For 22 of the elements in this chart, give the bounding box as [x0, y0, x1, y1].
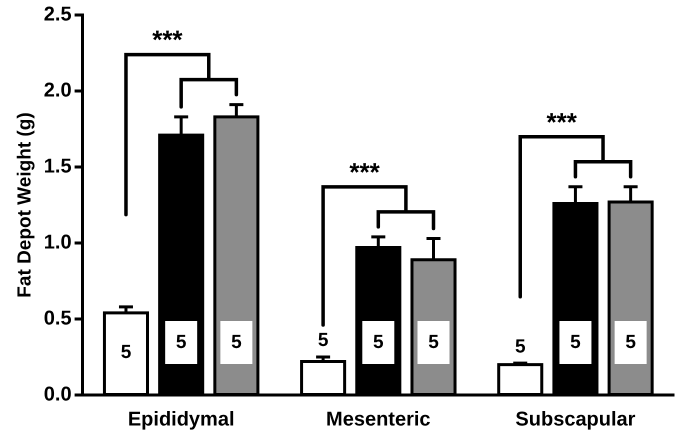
- annotation: ***: [546, 106, 578, 137]
- x-tick-label: Epididymal: [128, 408, 235, 431]
- annotation: 5: [514, 336, 526, 358]
- y-tick-label: 2.5: [44, 4, 72, 26]
- annotation: 5: [625, 332, 636, 354]
- y-axis-title: Fat Depot Weight (g): [14, 112, 36, 298]
- y-tick-label: 1.5: [44, 156, 72, 178]
- annotation: 5: [318, 330, 329, 352]
- annotation: 5: [373, 332, 384, 354]
- annotation: 5: [120, 342, 132, 364]
- annotation: ***: [349, 156, 381, 187]
- y-tick-label: 0.5: [44, 308, 72, 330]
- annotation: ***: [152, 24, 184, 55]
- y-tick-label: 0.0: [44, 384, 72, 406]
- y-tick-label: 1.0: [44, 232, 72, 254]
- annotation: 5: [428, 332, 440, 354]
- x-tick-label: Mesenteric: [326, 408, 431, 431]
- annotation: 5: [176, 332, 187, 354]
- annotation: 5: [570, 332, 582, 354]
- annotation: 5: [231, 332, 242, 354]
- x-tick-label: Subscapular: [515, 408, 636, 431]
- y-tick-label: 2.0: [44, 80, 72, 102]
